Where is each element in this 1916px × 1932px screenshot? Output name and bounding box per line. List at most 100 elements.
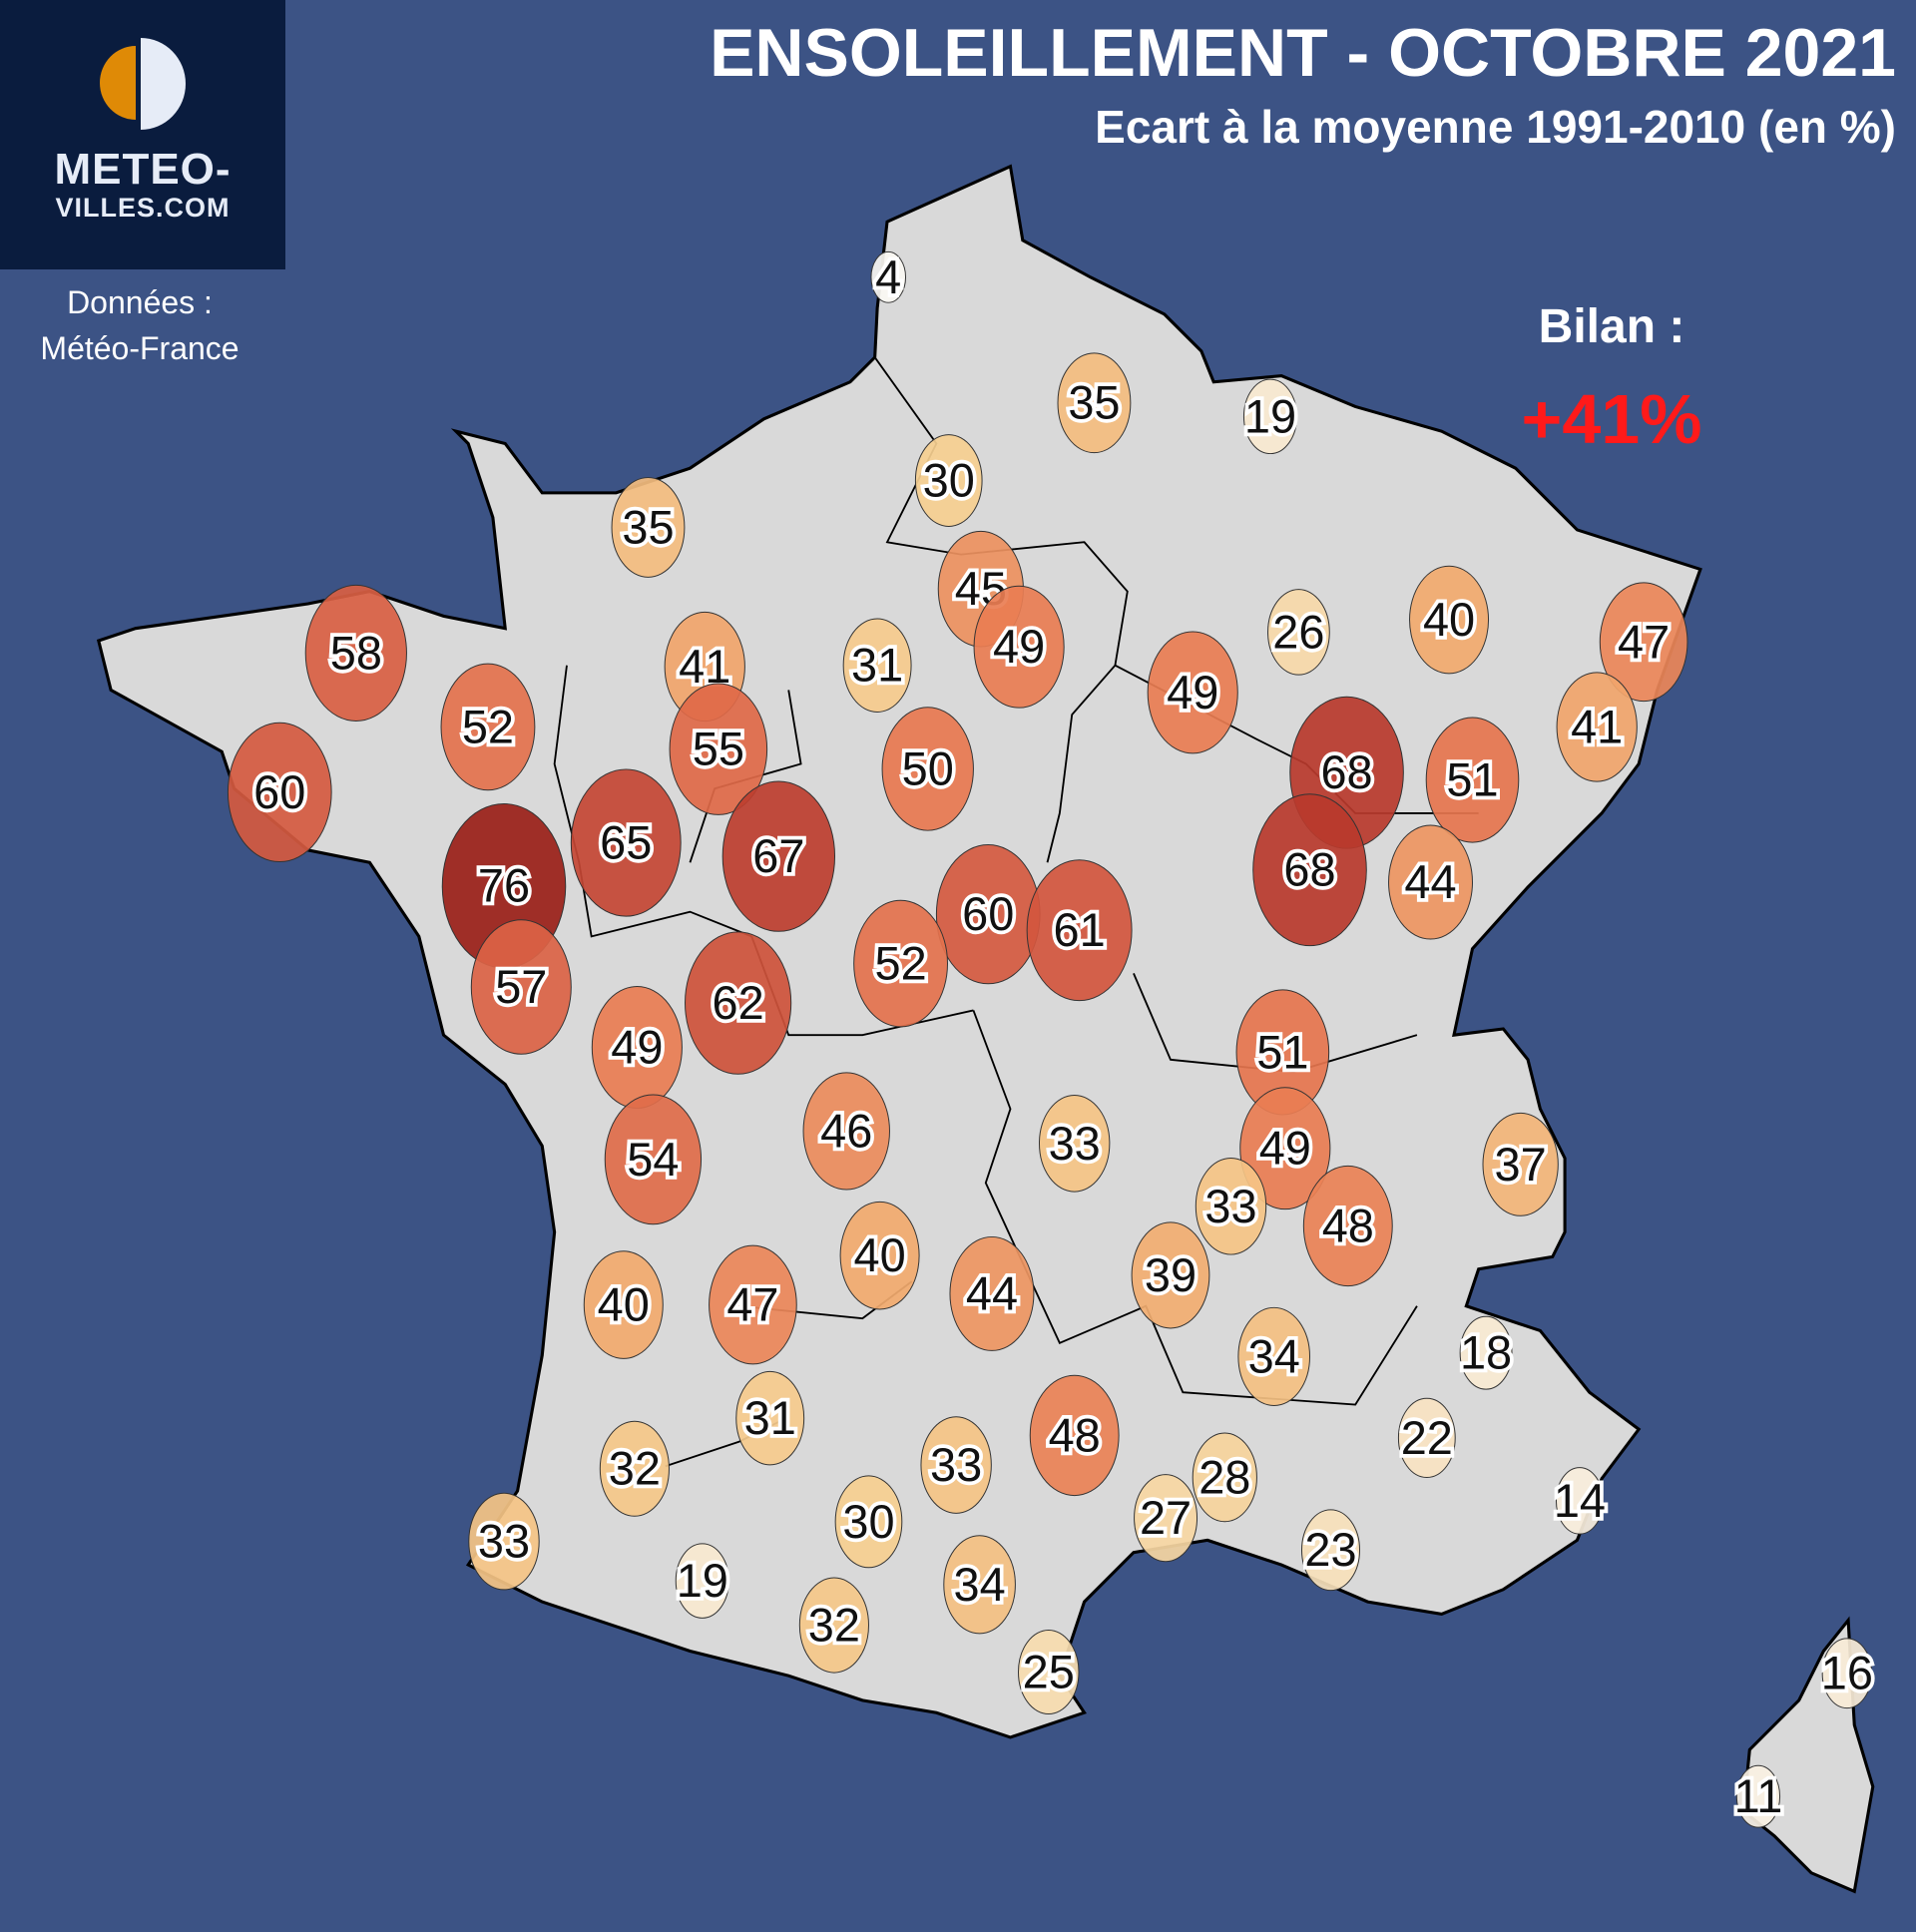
station-value: 52 — [874, 938, 926, 990]
station-marker — [802, 1072, 890, 1191]
station-value: 55 — [693, 724, 744, 775]
station-bubble: 55 — [669, 683, 768, 815]
station-marker — [685, 931, 792, 1075]
station-value: 14 — [1554, 1475, 1606, 1527]
station-value: 34 — [1248, 1330, 1300, 1382]
station-bubble: 35 — [611, 477, 686, 578]
station-value: 27 — [1140, 1492, 1192, 1544]
station-value: 31 — [744, 1392, 796, 1444]
station-value: 34 — [954, 1559, 1006, 1611]
station-bubble: 68 — [1252, 793, 1367, 947]
data-source: Données : Météo-France — [0, 279, 279, 371]
station-value: 49 — [611, 1021, 663, 1073]
station-bubble: 30 — [914, 434, 983, 527]
station-bubble: 47 — [1599, 582, 1688, 703]
station-marker — [1237, 1306, 1311, 1406]
station-bubble: 27 — [1134, 1474, 1198, 1563]
station-marker — [1018, 1630, 1080, 1714]
station-marker — [1252, 793, 1367, 947]
station-value: 51 — [1446, 754, 1498, 806]
station-marker — [1134, 1474, 1198, 1563]
station-marker — [1029, 1374, 1120, 1497]
station-value: 48 — [1049, 1409, 1101, 1461]
station-marker — [839, 1201, 920, 1310]
station-marker — [1555, 1467, 1604, 1535]
station-marker — [1482, 1112, 1559, 1216]
station-bubble: 28 — [1192, 1432, 1257, 1523]
station-marker — [1409, 565, 1490, 675]
station-bubble: 31 — [735, 1370, 805, 1466]
station-value: 61 — [1054, 904, 1106, 956]
station-bubble: 31 — [842, 618, 912, 713]
station-bubble: 16 — [1817, 1638, 1877, 1709]
station-value: 23 — [1304, 1524, 1356, 1576]
station-bubble: 18 — [1456, 1315, 1516, 1390]
station-marker — [943, 1535, 1016, 1635]
station-value: 49 — [993, 621, 1045, 673]
station-bubble: 52 — [440, 663, 536, 791]
station-value: 40 — [1423, 594, 1475, 646]
station-marker — [949, 1235, 1035, 1351]
station-marker — [599, 1420, 670, 1517]
station-bubble: 61 — [1026, 859, 1133, 1002]
station-marker — [1131, 1221, 1210, 1329]
station-bubble: 37 — [1482, 1112, 1559, 1216]
station-marker — [611, 477, 686, 578]
station-bubble: 26 — [1267, 589, 1330, 676]
station-bubble: 40 — [1409, 565, 1490, 675]
station-bubble: 49 — [591, 986, 683, 1109]
station-bubble: 25 — [1018, 1630, 1080, 1714]
station-value: 4 — [875, 251, 901, 303]
station-value: 67 — [752, 830, 804, 882]
station-marker — [669, 683, 768, 815]
station-value: 62 — [713, 977, 764, 1029]
station-value: 68 — [1320, 746, 1372, 798]
summary-value: +41% — [1521, 380, 1702, 458]
station-marker — [1242, 378, 1298, 455]
station-value: 35 — [1068, 377, 1120, 429]
source-name: Météo-France — [40, 330, 240, 366]
station-bubble: 32 — [798, 1577, 869, 1674]
station-marker — [570, 768, 682, 917]
station-value: 32 — [808, 1600, 860, 1652]
station-marker — [1026, 859, 1133, 1002]
station-bubble: 65 — [570, 768, 682, 917]
station-value: 44 — [1404, 856, 1456, 908]
station-bubble: 46 — [802, 1072, 890, 1191]
station-value: 49 — [1259, 1123, 1311, 1175]
station-bubble: 49 — [1147, 631, 1238, 754]
station-bubble: 39 — [1131, 1221, 1210, 1329]
station-bubble: 60 — [935, 844, 1041, 985]
meteo-villes-logo: METEO- VILLES.COM — [0, 0, 285, 269]
station-value: 11 — [1734, 1770, 1783, 1822]
station-marker — [914, 434, 983, 527]
station-value: 37 — [1495, 1139, 1547, 1191]
station-bubble: 49 — [1239, 1087, 1331, 1210]
station-value: 76 — [478, 860, 530, 912]
station-value: 68 — [1283, 844, 1335, 896]
station-marker — [1388, 824, 1473, 940]
station-bubble: 33 — [468, 1492, 540, 1591]
station-bubble: 22 — [1397, 1397, 1457, 1478]
station-bubble: 67 — [721, 780, 836, 932]
station-bubble: 33 — [920, 1416, 992, 1514]
station-bubble: 52 — [853, 899, 948, 1028]
station-value: 25 — [1023, 1646, 1075, 1697]
station-value: 33 — [1049, 1118, 1101, 1170]
station-value: 54 — [627, 1134, 679, 1186]
station-bubble: 41 — [1556, 672, 1638, 782]
station-marker — [304, 584, 407, 722]
station-value: 19 — [677, 1555, 728, 1607]
station-value: 47 — [1618, 616, 1670, 668]
station-bubble: 47 — [709, 1244, 797, 1365]
station-value: 28 — [1198, 1451, 1250, 1503]
station-value: 35 — [622, 501, 674, 553]
station-bubble: 33 — [1195, 1157, 1267, 1255]
station-marker — [973, 585, 1065, 709]
station-value: 50 — [902, 742, 954, 794]
station-bubble: 49 — [973, 585, 1065, 709]
station-marker — [604, 1094, 703, 1225]
station-value: 32 — [609, 1443, 661, 1495]
station-bubble: 48 — [1302, 1165, 1393, 1287]
station-value: 65 — [600, 817, 652, 869]
